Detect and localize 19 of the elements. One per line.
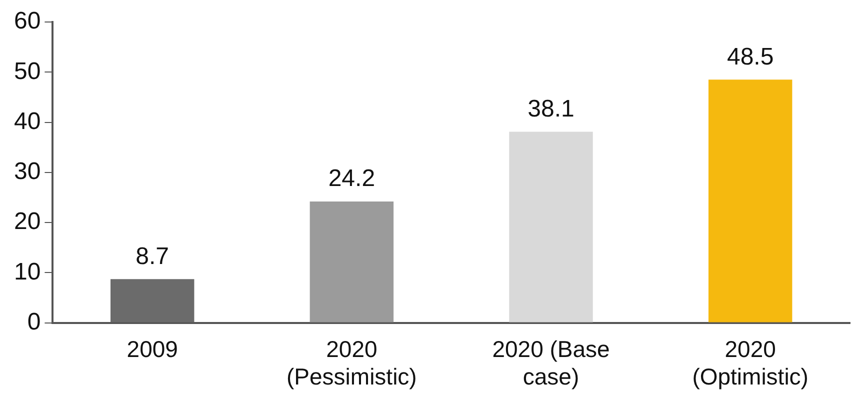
y-tick-label: 40 bbox=[14, 108, 41, 135]
y-tick-label: 10 bbox=[14, 258, 41, 286]
bar bbox=[310, 201, 394, 322]
x-tick-label: 2020 (Pessimistic) bbox=[286, 336, 417, 390]
data-label: 8.7 bbox=[136, 242, 170, 270]
y-tick-label: 50 bbox=[14, 58, 41, 85]
data-label: 38.1 bbox=[528, 95, 574, 122]
y-tick-label: 60 bbox=[14, 8, 41, 35]
bar bbox=[509, 132, 593, 322]
data-label: 48.5 bbox=[726, 43, 774, 70]
x-tick-label: 2020 (Optimistic) bbox=[692, 336, 808, 390]
data-label: 24.2 bbox=[328, 165, 376, 192]
bar bbox=[708, 80, 792, 322]
x-tick-label: 2020 (Base case) bbox=[492, 336, 610, 390]
y-tick-label: 0 bbox=[27, 308, 41, 336]
y-tick-label: 30 bbox=[14, 158, 41, 186]
y-tick-label: 20 bbox=[14, 208, 41, 236]
x-tick-label: 2009 bbox=[126, 336, 178, 362]
bar bbox=[110, 279, 194, 322]
